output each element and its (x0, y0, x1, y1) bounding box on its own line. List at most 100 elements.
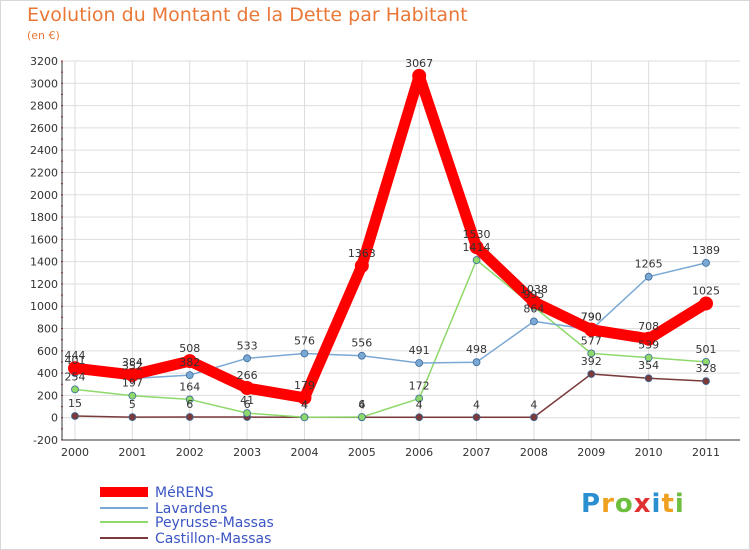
data-label: 444 (65, 349, 86, 362)
data-point (240, 381, 255, 396)
data-label: 266 (237, 369, 258, 382)
data-label: 254 (65, 370, 86, 383)
data-label: 1530 (463, 228, 491, 241)
data-label: 4 (530, 398, 537, 411)
data-point (182, 354, 197, 369)
data-label: 4 (473, 398, 480, 411)
data-point (702, 258, 710, 267)
y-tick-label: 1000 (30, 300, 58, 313)
data-label: 384 (122, 356, 143, 369)
data-point (297, 390, 312, 405)
data-point (68, 361, 82, 376)
y-tick-label: 400 (37, 367, 58, 380)
series-line (74, 259, 707, 419)
data-point (415, 413, 424, 422)
y-tick-label: 3000 (30, 77, 58, 90)
data-point (412, 68, 427, 83)
y-tick-label: 800 (37, 323, 58, 336)
y-tick-label: 600 (37, 345, 58, 358)
data-label: 382 (179, 356, 200, 369)
data-point (530, 317, 538, 326)
data-label: 352 (122, 359, 143, 372)
data-point (128, 413, 137, 422)
x-tick-label: 2009 (577, 446, 605, 459)
data-label: 4 (416, 398, 423, 411)
data-point (644, 353, 653, 362)
x-tick-label: 2011 (692, 446, 720, 459)
data-point (702, 357, 710, 366)
y-tick-label: 200 (37, 389, 58, 402)
data-label: 172 (409, 380, 430, 393)
data-point (243, 409, 251, 418)
data-label: 864 (523, 302, 544, 315)
y-tick-label: 1200 (30, 278, 58, 291)
y-tick-label: 2600 (30, 122, 58, 135)
data-point (530, 413, 538, 422)
data-point (702, 377, 710, 386)
y-tick-label: -200 (33, 434, 58, 447)
data-point (71, 412, 79, 420)
x-tick-label: 2001 (118, 446, 146, 459)
chart-title: Evolution du Montant de la Dette par Hab… (27, 4, 468, 26)
data-point (587, 349, 596, 358)
data-label: 197 (122, 377, 143, 390)
data-label: 1363 (348, 247, 376, 260)
data-label: 6 (358, 398, 365, 411)
data-point (472, 358, 481, 367)
x-tick-label: 2000 (61, 446, 89, 459)
data-point (243, 354, 251, 363)
data-label: 1414 (463, 241, 491, 254)
legend-label: MéRENS (155, 485, 214, 501)
data-point (185, 395, 194, 404)
x-tick-label: 2006 (405, 446, 433, 459)
data-point (584, 322, 599, 337)
y-tick-label: 2800 (30, 100, 58, 113)
data-label: 508 (179, 342, 200, 355)
data-point (415, 359, 424, 367)
data-label: 1265 (635, 258, 663, 271)
data-point (185, 371, 194, 380)
data-point (587, 370, 596, 378)
data-point (300, 349, 309, 358)
x-tick-label: 2008 (520, 446, 548, 459)
data-label: 354 (638, 359, 659, 372)
data-label: 41 (240, 394, 254, 407)
data-label: 556 (351, 337, 372, 350)
data-label: 491 (409, 344, 430, 357)
y-tick-label: 2200 (30, 166, 58, 179)
data-label: 179 (294, 379, 315, 392)
data-point (644, 272, 653, 281)
data-label: 577 (581, 334, 602, 347)
x-tick-label: 2005 (348, 446, 376, 459)
data-point (71, 385, 79, 394)
data-label: 790 (581, 311, 602, 324)
y-tick-label: 1600 (30, 233, 58, 246)
data-point (354, 258, 369, 273)
data-label: 392 (581, 355, 602, 368)
data-label: 790 (581, 311, 602, 324)
x-tick-label: 2007 (463, 446, 491, 459)
data-label: 4 (358, 398, 365, 411)
data-point (644, 374, 653, 383)
data-label: 539 (638, 339, 659, 352)
data-point (641, 331, 656, 346)
data-point (472, 256, 481, 264)
legend-label: Peyrusse-Massas (155, 515, 274, 531)
y-tick-label: 3200 (30, 55, 58, 68)
data-label: 328 (696, 362, 717, 375)
data-point (699, 296, 713, 311)
proxiti-logo: Proxiti (581, 489, 685, 519)
data-label: 1389 (692, 244, 720, 257)
series-line (74, 262, 707, 380)
data-label: 533 (237, 339, 258, 352)
x-tick-label: 2010 (635, 446, 663, 459)
data-label: 1038 (520, 283, 548, 296)
x-tick-label: 2004 (290, 446, 318, 459)
legend-label: Lavardens (155, 501, 227, 517)
data-point (526, 294, 541, 309)
y-tick-label: 1400 (30, 256, 58, 269)
data-point (469, 240, 484, 255)
data-point (300, 413, 309, 422)
data-point (185, 413, 194, 421)
